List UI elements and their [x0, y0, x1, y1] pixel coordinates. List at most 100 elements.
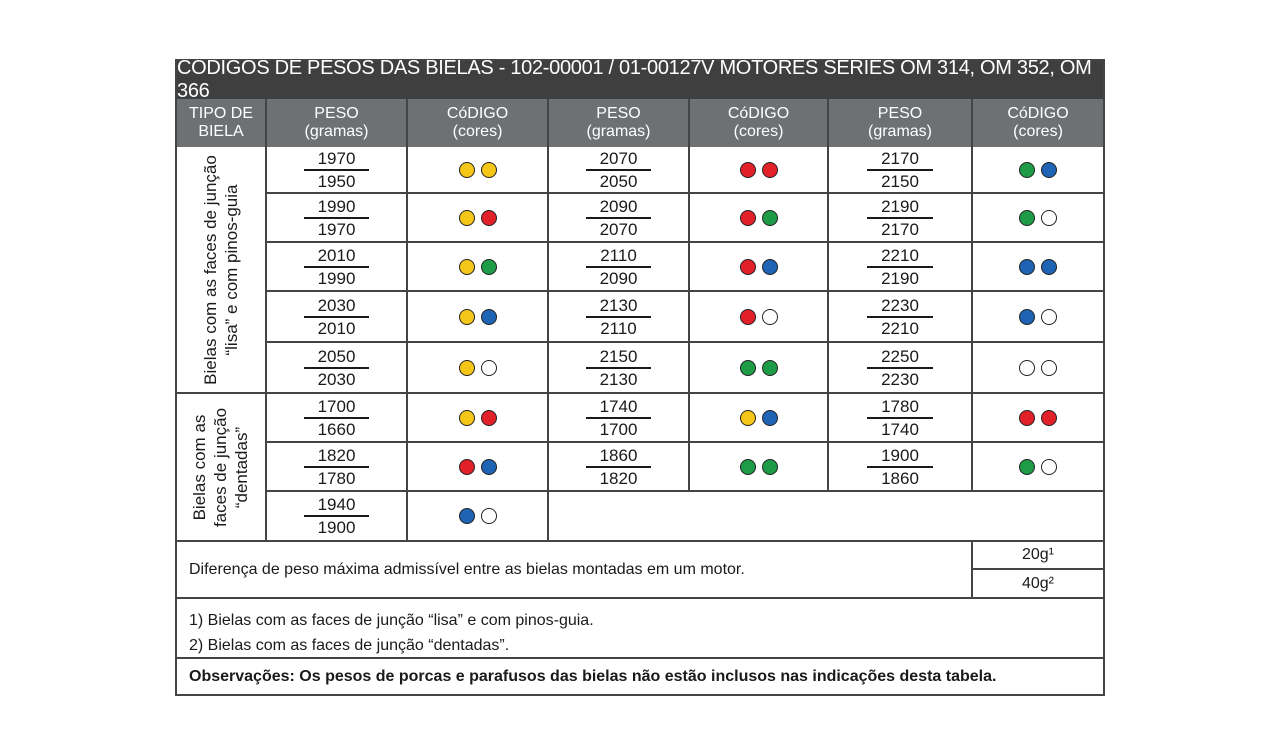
green-dot-icon — [1019, 209, 1035, 226]
color-code — [739, 258, 778, 275]
codigo-cell — [690, 292, 829, 343]
difference-text: Diferença de peso máxima admissível entr… — [189, 560, 745, 578]
codigo-cell — [973, 443, 1103, 492]
codigo-cell — [690, 443, 829, 492]
codigo-cell — [408, 243, 549, 292]
weight-max: 2130 — [585, 296, 652, 318]
red-dot-icon — [458, 458, 475, 475]
codigo-cell — [973, 194, 1103, 243]
weight-min: 2090 — [599, 268, 638, 288]
codigo-cell — [408, 394, 549, 443]
codigo-cell — [690, 394, 829, 443]
weight-max: 2070 — [585, 149, 652, 171]
header-codigo-line1: CóDIGO — [727, 105, 790, 122]
white-dot-icon — [1041, 359, 1057, 376]
peso-cell: 2170 2150 — [829, 147, 973, 194]
yellow-dot-icon — [458, 308, 475, 325]
note-1: 1) Bielas com as faces de junção “lisa” … — [189, 612, 594, 629]
green-dot-icon — [739, 458, 756, 475]
weight-max: 1700 — [303, 397, 370, 419]
yellow-dot-icon — [458, 359, 475, 376]
weight-min: 2130 — [599, 369, 638, 389]
group-label-dentada-line2: faces de junção — [211, 407, 231, 527]
codigo-cell — [408, 492, 549, 542]
codigo-cell — [690, 194, 829, 243]
peso-cell: 2090 2070 — [549, 194, 690, 243]
difference-value-2: 40g² — [1021, 574, 1055, 592]
blue-dot-icon — [1041, 258, 1057, 275]
weight-min: 1740 — [881, 419, 919, 439]
group-label-dentada-text: Bielas com as faces de junção “dentadas” — [190, 407, 253, 526]
weight-min: 2050 — [599, 171, 638, 191]
blue-dot-icon — [761, 409, 778, 426]
weight-max: 1860 — [585, 446, 652, 468]
peso-cell: 2210 2190 — [829, 243, 973, 292]
weight-range: 2110 2090 — [586, 246, 651, 288]
group-label-dentada-line1: Bielas com as — [190, 414, 210, 520]
weight-max: 1970 — [303, 149, 370, 171]
blue-dot-icon — [480, 458, 497, 475]
color-code — [1019, 308, 1057, 325]
table-title: CÓDIGOS DE PESOS DAS BIELAS - 102-00001 … — [177, 57, 1103, 102]
header-peso-2: PESO (gramas) — [549, 99, 690, 147]
weight-max: 2010 — [303, 246, 370, 268]
weight-max: 1990 — [303, 197, 370, 219]
codigo-cell — [973, 394, 1103, 443]
white-dot-icon — [480, 359, 497, 376]
codigo-cell — [973, 343, 1103, 394]
group-label-lisa-line1: Bielas com as faces de junção — [201, 154, 220, 385]
weight-range: 1860 1820 — [585, 446, 652, 488]
weight-code-table: CÓDIGOS DE PESOS DAS BIELAS - 102-00001 … — [175, 57, 1105, 696]
header-peso-line2: (gramas) — [586, 123, 651, 140]
blue-dot-icon — [458, 508, 475, 524]
header-tipo: TIPO DE BIELA — [177, 99, 267, 147]
weight-range: 1900 1860 — [867, 446, 933, 488]
weight-min: 1900 — [317, 518, 356, 537]
weight-range: 1990 1970 — [303, 197, 370, 239]
red-dot-icon — [739, 258, 756, 275]
color-code — [1019, 458, 1057, 475]
peso-cell: 2010 1990 — [267, 243, 408, 292]
weight-min: 2190 — [881, 268, 919, 288]
peso-cell: 1970 1950 — [267, 147, 408, 194]
weight-max: 2050 — [303, 347, 370, 369]
green-dot-icon — [761, 458, 778, 475]
blue-dot-icon — [1019, 308, 1035, 325]
weight-range: 2070 2050 — [585, 149, 652, 191]
codigo-cell — [408, 147, 549, 194]
blue-dot-icon — [1019, 258, 1035, 275]
weight-range: 1740 1700 — [585, 397, 652, 439]
weight-range: 2170 2150 — [867, 149, 933, 191]
codigo-cell — [408, 292, 549, 343]
weight-min: 1990 — [317, 268, 356, 288]
red-dot-icon — [739, 161, 756, 178]
peso-cell: 2050 2030 — [267, 343, 408, 394]
weight-range: 2010 1990 — [303, 246, 370, 288]
red-dot-icon — [1019, 409, 1035, 426]
white-dot-icon — [1041, 458, 1057, 475]
weight-max: 2110 — [586, 246, 651, 268]
weight-max: 2210 — [867, 246, 933, 268]
peso-cell: 2250 2230 — [829, 343, 973, 394]
weight-range: 2130 2110 — [585, 296, 652, 338]
codigo-cell — [973, 292, 1103, 343]
weight-min: 1780 — [317, 468, 356, 488]
codigo-cell — [973, 243, 1103, 292]
green-dot-icon — [480, 258, 497, 275]
codigo-cell — [408, 194, 549, 243]
color-code — [458, 508, 497, 524]
header-codigo-2: CóDIGO (cores) — [690, 99, 829, 147]
red-dot-icon — [1041, 409, 1057, 426]
white-dot-icon — [1019, 359, 1035, 376]
color-code — [458, 308, 497, 325]
peso-cell: 2070 2050 — [549, 147, 690, 194]
weight-max: 2090 — [585, 197, 652, 219]
header-codigo-3: CóDIGO (cores) — [973, 99, 1103, 147]
peso-cell: 2230 2210 — [829, 292, 973, 343]
header-peso-line1: PESO — [314, 105, 359, 122]
observacoes: Observações: Os pesos de porcas e parafu… — [189, 667, 997, 685]
note-2: 2) Bielas com as faces de junção “dentad… — [189, 637, 510, 654]
notes-block: 1) Bielas com as faces de junção “lisa” … — [177, 599, 1103, 659]
weight-max: 1780 — [867, 397, 933, 419]
color-code — [458, 209, 497, 226]
